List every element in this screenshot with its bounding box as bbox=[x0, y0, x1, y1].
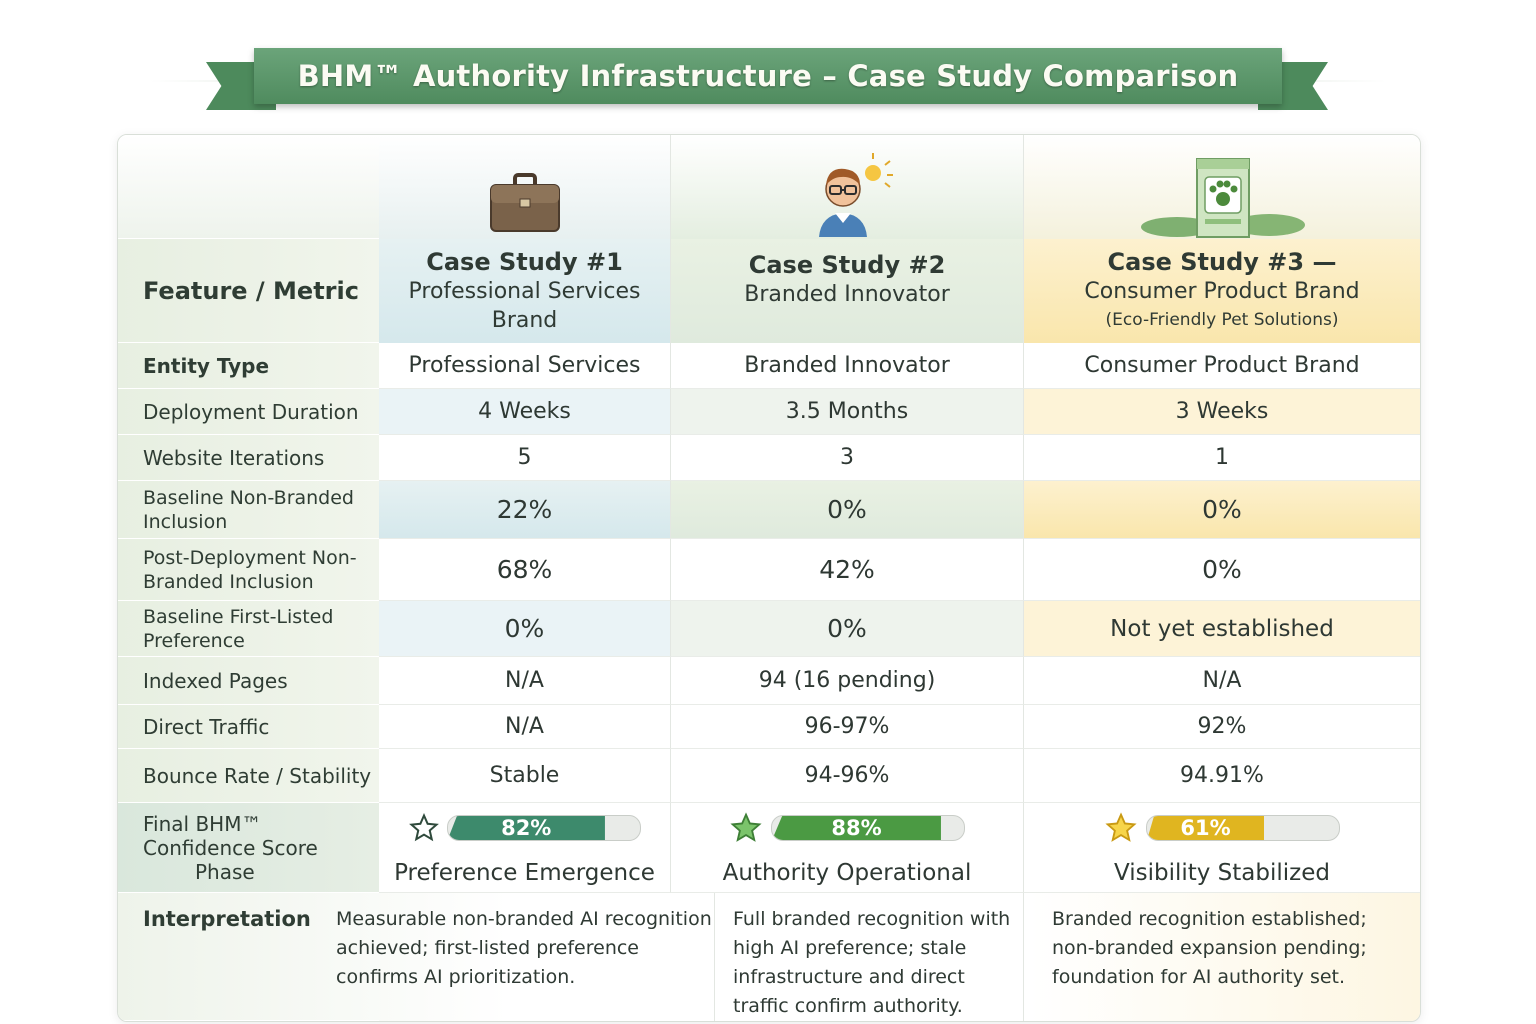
cs1-value: Stable bbox=[379, 749, 670, 803]
row-label: Post-Deployment Non-Branded Inclusion bbox=[118, 539, 379, 601]
cs1-value: N/A bbox=[379, 657, 670, 705]
innovator-person-icon bbox=[819, 153, 893, 237]
cs1-phase: Preference Emergence bbox=[379, 853, 670, 893]
cs3-value: 0% bbox=[1023, 539, 1420, 601]
cs3-value: 94.91% bbox=[1023, 749, 1420, 803]
cs2-phase: Authority Operational bbox=[670, 853, 1023, 893]
cs3-value: N/A bbox=[1023, 657, 1420, 705]
cs3-header: Case Study #3 — Consumer Product Brand (… bbox=[1023, 239, 1420, 343]
cs2-value: 42% bbox=[670, 539, 1023, 601]
cs1-value: Professional Services bbox=[379, 343, 670, 389]
cs1-subtitle-2: Brand bbox=[491, 307, 558, 333]
row-label: Bounce Rate / Stability bbox=[118, 749, 379, 803]
score-label: Final BHM™ Confidence Score Phase bbox=[118, 803, 379, 893]
cs3-score: 61% bbox=[1023, 803, 1420, 853]
score-label-line-3: Phase bbox=[195, 859, 255, 884]
cs3-score-bar: 61% bbox=[1146, 815, 1340, 841]
row-label: Entity Type bbox=[118, 343, 379, 389]
cs1-score-bar: 82% bbox=[446, 815, 641, 841]
gold-star-icon bbox=[1105, 812, 1137, 842]
page-title: BHM™ Authority Infrastructure – Case Stu… bbox=[297, 59, 1239, 93]
score-label-line-1: Final BHM™ bbox=[143, 811, 262, 836]
cs1-subtitle: Professional Services bbox=[408, 278, 641, 304]
title-ribbon: BHM™ Authority Infrastructure – Case Stu… bbox=[254, 48, 1282, 104]
cs3-value: Consumer Product Brand bbox=[1023, 343, 1420, 389]
cs2-header: Case Study #2 Branded Innovator bbox=[670, 239, 1023, 343]
green-star-icon bbox=[730, 812, 762, 842]
score-label-line-2: Confidence Score bbox=[143, 835, 318, 860]
cs1-score-text: 82% bbox=[501, 816, 552, 840]
cs3-value: 92% bbox=[1023, 705, 1420, 749]
title-banner: BHM™ Authority Infrastructure – Case Stu… bbox=[0, 0, 1536, 120]
cs2-value: 3 bbox=[670, 435, 1023, 481]
cs3-value: Not yet established bbox=[1023, 601, 1420, 657]
cs1-header: Case Study #1 Professional Services Bran… bbox=[379, 239, 670, 343]
cs3-phase: Visibility Stabilized bbox=[1023, 853, 1420, 893]
cs1-value: 0% bbox=[379, 601, 670, 657]
row-label: Website Iterations bbox=[118, 435, 379, 481]
cs1-value: 68% bbox=[379, 539, 670, 601]
cs2-value: 94-96% bbox=[670, 749, 1023, 803]
cs3-value: 3 Weeks bbox=[1023, 389, 1420, 435]
cs2-score-text: 88% bbox=[831, 816, 882, 840]
cs1-value: 22% bbox=[379, 481, 670, 539]
cs2-subtitle: Branded Innovator bbox=[744, 282, 950, 307]
cs1-value: 5 bbox=[379, 435, 670, 481]
corner-cell bbox=[118, 135, 379, 239]
pet-product-box-icon bbox=[1141, 158, 1305, 238]
cs1-interpretation: Measurable non-branded AI recognition ac… bbox=[336, 908, 712, 988]
cs2-value: 94 (16 pending) bbox=[670, 657, 1023, 705]
cs2-score: 88% bbox=[670, 803, 1023, 853]
outline-star-icon bbox=[408, 813, 439, 842]
cs2-value: 96-97% bbox=[670, 705, 1023, 749]
comparison-table: Feature / Metric Case Study #1 Professio… bbox=[117, 134, 1421, 1022]
cs1-score-fill: 82% bbox=[447, 816, 605, 840]
cs1-score: 82% bbox=[379, 803, 670, 853]
cs3-subtitle: Consumer Product Brand bbox=[1084, 278, 1360, 304]
cs2-score-bar: 88% bbox=[771, 815, 965, 841]
cs3-score-text: 61% bbox=[1180, 816, 1231, 840]
cs3-note: (Eco-Friendly Pet Solutions) bbox=[1105, 309, 1339, 330]
cs3-icon-cell bbox=[1023, 135, 1420, 239]
row-label: Direct Traffic bbox=[118, 705, 379, 749]
interpretation-row-bg bbox=[118, 893, 1420, 1021]
row-label: Baseline Non-Branded Inclusion bbox=[118, 481, 379, 539]
cs3-interpretation: Branded recognition established; non-bra… bbox=[1023, 893, 1420, 1021]
cs3-value: 1 bbox=[1023, 435, 1420, 481]
cs2-interpretation: Full branded recognition with high AI pr… bbox=[714, 893, 1023, 1021]
interpretation-label: Interpretation bbox=[118, 893, 379, 1021]
cs1-icon-cell bbox=[379, 135, 670, 239]
cs2-value: 0% bbox=[670, 601, 1023, 657]
feature-metric-header: Feature / Metric bbox=[118, 239, 379, 343]
cs2-title: Case Study #2 bbox=[748, 251, 946, 279]
cs2-value: 3.5 Months bbox=[670, 389, 1023, 435]
cs2-value: Branded Innovator bbox=[670, 343, 1023, 389]
cs2-score-fill: 88% bbox=[772, 816, 941, 840]
cs1-value: N/A bbox=[379, 705, 670, 749]
row-label: Baseline First-Listed Preference bbox=[118, 601, 379, 657]
cs1-value: 4 Weeks bbox=[379, 389, 670, 435]
row-label: Deployment Duration bbox=[118, 389, 379, 435]
cs2-icon-cell bbox=[670, 135, 1023, 239]
row-label: Indexed Pages bbox=[118, 657, 379, 705]
cs3-value: 0% bbox=[1023, 481, 1420, 539]
cs3-title: Case Study #3 — bbox=[1107, 247, 1337, 276]
cs2-value: 0% bbox=[670, 481, 1023, 539]
cs3-score-fill: 61% bbox=[1147, 816, 1265, 840]
briefcase-icon bbox=[489, 173, 560, 232]
cs1-title: Case Study #1 bbox=[426, 247, 623, 276]
